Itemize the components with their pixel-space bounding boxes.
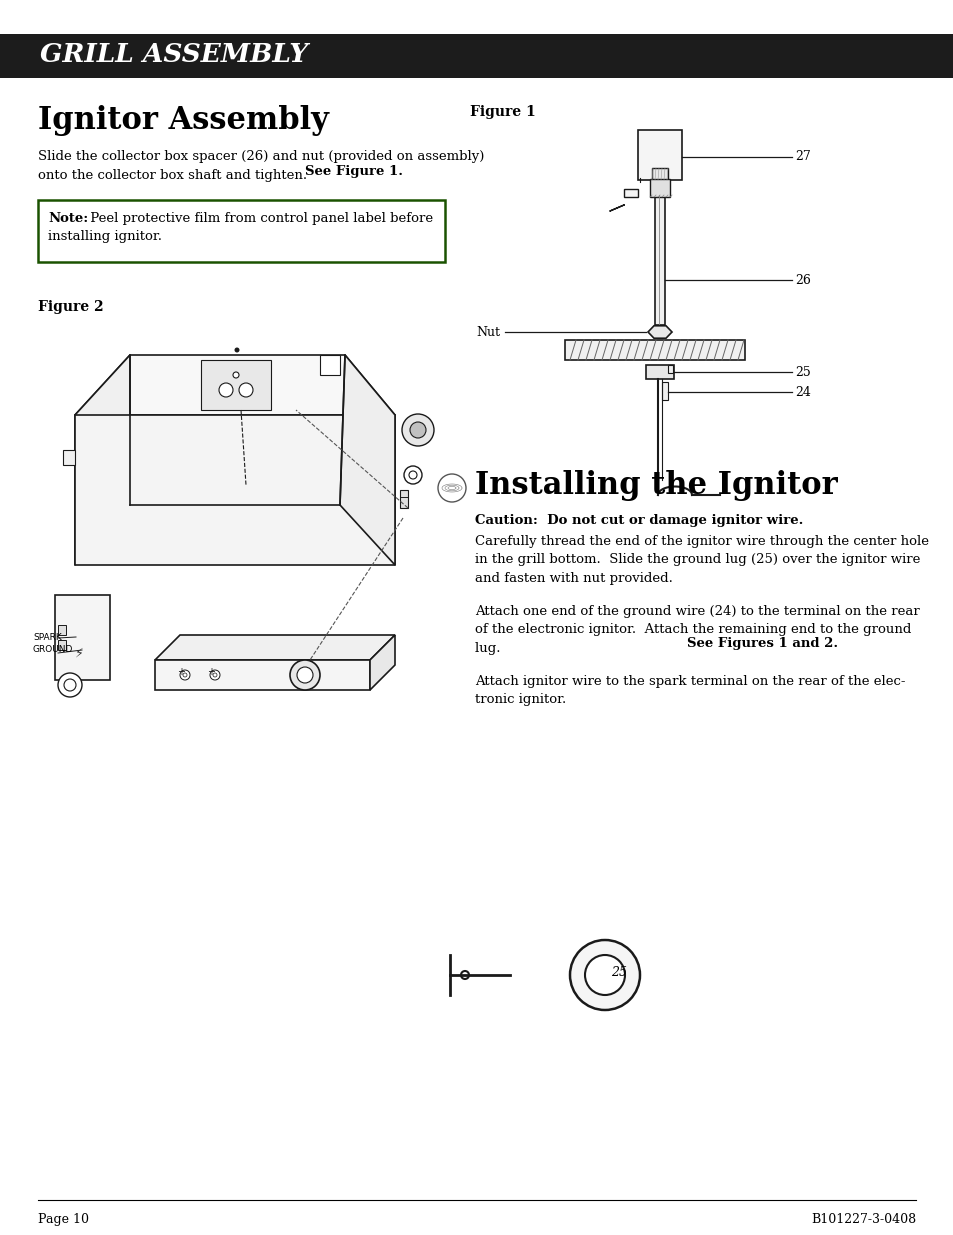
- Text: Figure 1: Figure 1: [470, 105, 536, 119]
- Circle shape: [401, 414, 434, 446]
- Bar: [645, 366, 673, 379]
- Text: Attach one end of the ground wire (24) to the terminal on the rear
of the electr: Attach one end of the ground wire (24) t…: [475, 605, 919, 655]
- Circle shape: [183, 673, 187, 677]
- Text: ⚡: ⚡: [75, 647, 84, 659]
- Bar: [58, 640, 66, 650]
- Circle shape: [239, 383, 253, 396]
- Bar: [55, 595, 110, 680]
- Bar: [649, 179, 669, 198]
- Polygon shape: [154, 635, 395, 659]
- Text: Carefully thread the end of the ignitor wire through the center hole
in the gril: Carefully thread the end of the ignitor …: [475, 535, 928, 585]
- Text: Nut: Nut: [476, 326, 499, 338]
- Bar: [319, 354, 339, 375]
- Circle shape: [296, 667, 313, 683]
- Bar: [655, 195, 664, 325]
- Bar: [38, 200, 444, 262]
- Text: SPARK: SPARK: [33, 632, 62, 641]
- Text: 26: 26: [794, 273, 810, 287]
- Circle shape: [234, 347, 239, 352]
- Polygon shape: [75, 354, 395, 415]
- Circle shape: [233, 372, 239, 378]
- Text: B101227-3-0408: B101227-3-0408: [810, 1213, 915, 1226]
- Circle shape: [290, 659, 319, 690]
- Circle shape: [460, 971, 469, 979]
- Bar: [638, 130, 681, 180]
- Circle shape: [437, 474, 465, 501]
- Circle shape: [410, 422, 426, 438]
- Bar: [63, 450, 75, 466]
- Text: +: +: [177, 667, 185, 677]
- Bar: [154, 659, 370, 690]
- Polygon shape: [370, 635, 395, 690]
- Text: GROUND: GROUND: [33, 646, 73, 655]
- Circle shape: [403, 466, 421, 484]
- Text: Peel protective film from control panel label before: Peel protective film from control panel …: [86, 212, 433, 225]
- Polygon shape: [339, 354, 395, 564]
- Polygon shape: [647, 326, 671, 338]
- Circle shape: [213, 673, 216, 677]
- Text: 25: 25: [794, 366, 810, 378]
- Text: Figure 2: Figure 2: [38, 300, 104, 314]
- Text: See Figure 1.: See Figure 1.: [305, 165, 402, 178]
- Circle shape: [58, 673, 82, 697]
- Circle shape: [64, 679, 76, 692]
- Text: Slide the collector box spacer (26) and nut (provided on assembly)
onto the coll: Slide the collector box spacer (26) and …: [38, 149, 484, 182]
- Text: Note:: Note:: [48, 212, 89, 225]
- Bar: [623, 189, 638, 198]
- Bar: [651, 168, 667, 180]
- Bar: [399, 490, 408, 508]
- Text: See Figures 1 and 2.: See Figures 1 and 2.: [686, 637, 838, 650]
- Circle shape: [180, 671, 190, 680]
- Circle shape: [584, 955, 624, 995]
- Circle shape: [210, 671, 220, 680]
- Text: GRILL ASSEMBLY: GRILL ASSEMBLY: [40, 42, 308, 68]
- Text: Caution:  Do not cut or damage ignitor wire.: Caution: Do not cut or damage ignitor wi…: [475, 514, 802, 527]
- Text: Page 10: Page 10: [38, 1213, 89, 1226]
- Circle shape: [569, 940, 639, 1010]
- Text: installing ignitor.: installing ignitor.: [48, 230, 162, 243]
- Circle shape: [219, 383, 233, 396]
- Bar: [564, 340, 744, 359]
- Bar: [667, 366, 672, 373]
- Bar: [661, 382, 667, 400]
- Bar: [201, 359, 271, 410]
- Text: Attach ignitor wire to the spark terminal on the rear of the elec-
tronic ignito: Attach ignitor wire to the spark termina…: [475, 676, 904, 706]
- Text: Ignitor Assembly: Ignitor Assembly: [38, 105, 329, 136]
- Text: +: +: [207, 667, 214, 677]
- Text: Installing the Ignitor: Installing the Ignitor: [475, 471, 837, 501]
- Text: 24: 24: [794, 385, 810, 399]
- Text: 27: 27: [794, 151, 810, 163]
- Circle shape: [409, 471, 416, 479]
- Bar: [0, 35, 953, 78]
- Text: 25: 25: [610, 966, 626, 978]
- Polygon shape: [75, 354, 130, 564]
- Bar: [58, 625, 66, 635]
- Polygon shape: [75, 415, 395, 564]
